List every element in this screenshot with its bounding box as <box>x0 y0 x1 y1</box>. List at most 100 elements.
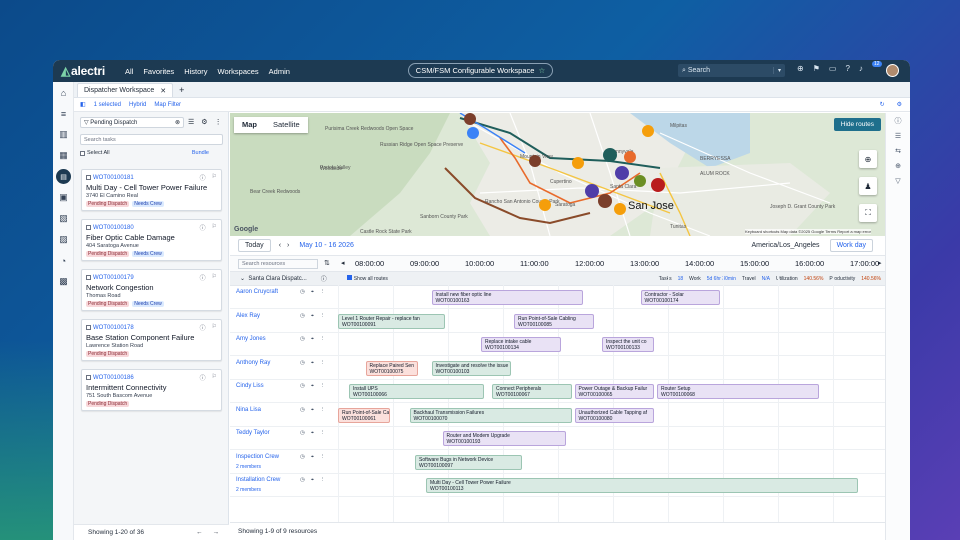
nav-workspaces[interactable]: Workspaces <box>217 66 259 76</box>
card-checkbox[interactable] <box>86 225 91 230</box>
date-range[interactable]: May 10 - 16 2026 <box>299 242 354 249</box>
settings-icon[interactable]: ⚙ <box>896 102 902 108</box>
task-id[interactable]: WOT00100181 <box>93 174 134 181</box>
info-icon[interactable]: ⓘ <box>199 226 206 232</box>
map-filter-dropdown[interactable]: Map Filter <box>154 101 182 108</box>
chart-icon[interactable]: ▨ <box>59 234 68 244</box>
tab-dispatcher-workspace[interactable]: Dispatcher Workspace ✕ <box>77 83 174 97</box>
info-icon[interactable]: ⓘ <box>199 326 206 332</box>
bookmark-icon[interactable]: ⚐ <box>211 174 217 180</box>
resource-members[interactable]: 2 members <box>236 487 262 493</box>
location-pin-icon[interactable]: ⌖ <box>310 289 314 295</box>
location-pin-icon[interactable]: ⌖ <box>310 312 314 319</box>
resource-name[interactable]: Inspection Crew <box>236 453 280 460</box>
task-id[interactable]: WOT00100179 <box>93 274 134 281</box>
prev-icon[interactable]: ‹ <box>278 242 282 249</box>
nav-admin[interactable]: Admin <box>268 66 290 76</box>
clock-icon[interactable]: ◷ <box>300 477 305 483</box>
info-icon[interactable]: ⓘ <box>199 176 206 182</box>
select-all-checkbox[interactable] <box>80 150 85 156</box>
resource-row[interactable]: Anthony Ray ◷ ⌖ ⋮ <box>230 357 885 380</box>
location-pin-icon[interactable]: ⌖ <box>310 453 314 460</box>
list-icon[interactable]: ≡ <box>60 108 67 119</box>
resource-row[interactable]: Amy Jones ◷ ⌖ ⋮ <box>230 333 885 356</box>
location-pin-icon[interactable]: ⌖ <box>310 406 314 413</box>
close-icon[interactable]: ✕ <box>160 87 167 95</box>
sort-icon[interactable]: ⇅ <box>324 260 330 267</box>
more-icon[interactable]: ⋮ <box>319 477 326 483</box>
more-icon[interactable]: ⋮ <box>214 119 222 126</box>
schedule-task[interactable]: Router and Modem Upgrade WOT00100193 <box>442 431 566 446</box>
clock-icon[interactable]: ◷ <box>300 453 305 460</box>
show-all-routes[interactable]: Show all routes <box>346 275 388 282</box>
selected-dropdown[interactable]: 1 selected <box>93 101 122 108</box>
status-filter[interactable]: ▽ Pending Dispatch ⊗ <box>80 117 184 128</box>
info-panel-icon[interactable]: ⓘ <box>894 117 902 125</box>
resource-name[interactable]: Nina Lisa <box>236 406 262 413</box>
logo[interactable]: ◭ alectri <box>61 64 105 78</box>
satellite-tab[interactable]: Satellite <box>273 120 300 129</box>
book-icon[interactable]: ▥ <box>59 129 68 139</box>
info-icon[interactable]: ⓘ <box>199 376 206 382</box>
global-search[interactable]: ⌕ Search ▾ <box>678 64 785 77</box>
location-pin-icon[interactable]: ⌖ <box>310 477 314 483</box>
schedule-task[interactable]: Run Point-of-Sale Cabling WOT00100085 <box>514 313 594 329</box>
scroll-right-icon[interactable]: ▸ <box>878 260 882 267</box>
help-icon[interactable]: ? <box>845 64 850 73</box>
bookmark-icon[interactable]: ⚐ <box>211 324 217 330</box>
clear-icon[interactable]: ⊗ <box>174 120 180 126</box>
resource-row[interactable]: Alex Ray ◷ ⌖ ⋮ <box>230 310 885 333</box>
clock-icon[interactable]: ◷ <box>300 336 305 342</box>
report-icon[interactable]: ▧ <box>59 213 68 223</box>
more-icon[interactable]: ⋮ <box>319 383 326 389</box>
task-card[interactable]: WOT00100181 ⓘ ⚐ Multi Day - Cell Tower Pow… <box>81 169 222 211</box>
more-icon[interactable]: ⋮ <box>319 430 326 436</box>
clock-icon[interactable]: ◷ <box>300 359 305 366</box>
more-icon[interactable]: ⋮ <box>319 359 326 366</box>
info-icon[interactable]: ⓘ <box>199 276 206 282</box>
clock-icon[interactable]: ◷ <box>300 312 305 319</box>
location-pin-icon[interactable]: ⌖ <box>310 383 314 389</box>
card-checkbox[interactable] <box>86 375 91 380</box>
layers-icon[interactable]: ☰ <box>894 132 902 140</box>
schedule-task[interactable]: Run Point-of-Sale CablingWOT00100061 <box>338 407 390 423</box>
filter-icon[interactable]: ▽ <box>895 177 901 185</box>
home-icon[interactable]: ⌂ <box>60 87 67 98</box>
resource-name[interactable]: Amy Jones <box>236 336 266 342</box>
avatar[interactable] <box>886 64 899 77</box>
more-icon[interactable]: ⋮ <box>319 289 326 295</box>
workspace-pill[interactable]: CSM/FSM Configurable Workspace ☆ <box>408 63 553 78</box>
bell-icon[interactable]: ♪ <box>858 64 863 73</box>
resource-name[interactable]: Teddy Taylor <box>236 430 270 436</box>
clock-icon[interactable]: ◷ <box>300 289 305 295</box>
task-id[interactable]: WOT00100180 <box>93 224 134 231</box>
inbox-icon[interactable]: ▣ <box>59 192 68 202</box>
resource-name[interactable]: Anthony Ray <box>236 359 271 366</box>
resource-name[interactable]: Cindy Liss <box>236 383 264 389</box>
next-icon[interactable]: › <box>287 242 290 249</box>
bundle-button[interactable]: Bundle <box>191 150 209 156</box>
nav-history[interactable]: History <box>184 66 208 76</box>
task-id[interactable]: WOT00100186 <box>93 374 134 381</box>
collapse-icon[interactable]: ⌄ <box>240 276 249 282</box>
schedule-task[interactable]: Install new fiber optic line WOT00100163 <box>431 290 583 305</box>
resource-row[interactable]: Nina Lisa ◷ ⌖ ⋮ <box>230 404 885 427</box>
calendar-check-icon[interactable]: ▦ <box>59 150 68 160</box>
resource-name[interactable]: Aaron Cruycraft <box>236 289 279 295</box>
filter-settings-icon[interactable]: ☰ <box>188 119 195 126</box>
schedule-task[interactable]: Investigate and resolve the issue WOT0010… <box>431 360 511 376</box>
map-tab[interactable]: Map <box>242 120 257 129</box>
fullscreen-icon[interactable]: ⛶ <box>859 204 877 222</box>
prev-page-icon[interactable]: ← <box>196 529 203 536</box>
add-icon[interactable]: ⊕ <box>895 162 901 170</box>
schedule-task[interactable]: Contractor - Solar WOT00100174 <box>640 290 720 305</box>
route-icon[interactable]: ⇆ <box>895 147 901 155</box>
schedule-task[interactable]: Replace Paired Sen WOT00100075 <box>365 360 418 376</box>
group-info-icon[interactable]: ⓘ <box>320 277 327 283</box>
sidebar-toggle-icon[interactable]: ◧ <box>80 102 86 108</box>
resource-members[interactable]: 2 members <box>236 463 262 470</box>
today-button[interactable]: Today <box>238 239 271 252</box>
more-icon[interactable]: ⋮ <box>319 406 326 413</box>
resource-row[interactable]: Inspection Crew 2 members ◷ ⌖ ⋮ <box>230 451 885 474</box>
task-card[interactable]: WOT00100180 ⓘ ⚐ Fiber Optic Cable Damage 4… <box>81 219 222 261</box>
